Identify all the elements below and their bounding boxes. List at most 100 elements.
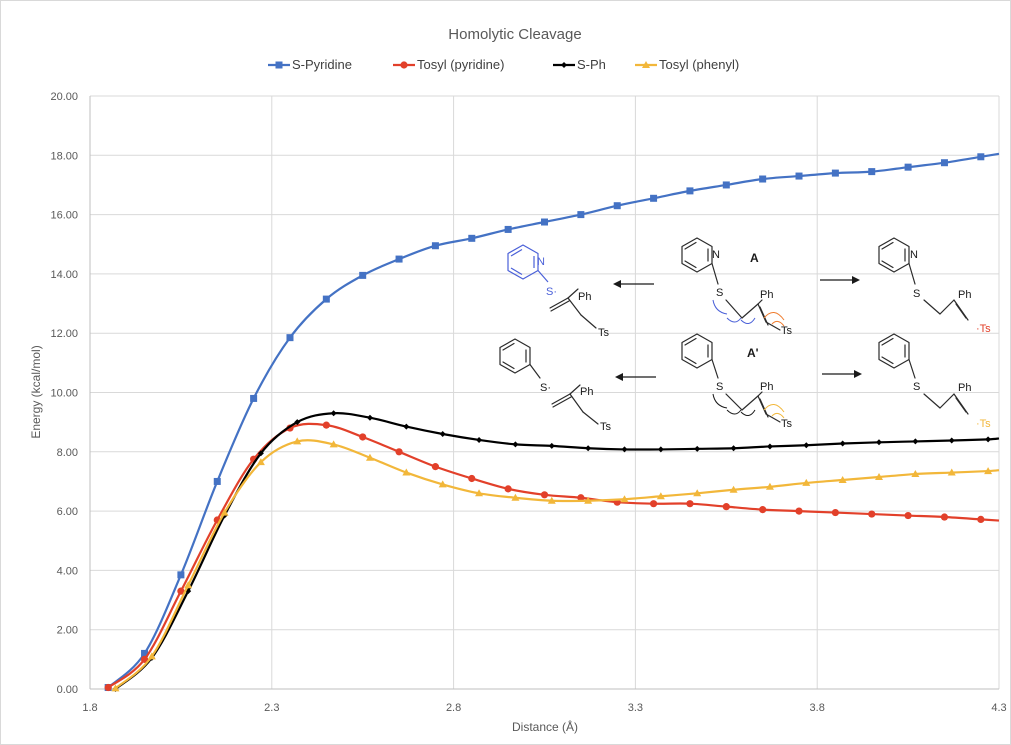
data-point bbox=[439, 431, 446, 438]
data-point bbox=[395, 448, 403, 456]
data-point bbox=[904, 511, 912, 520]
ph-label-2: Ph bbox=[580, 386, 593, 398]
y-tick-label: 14.00 bbox=[50, 269, 78, 281]
y-tick-label: 10.00 bbox=[50, 388, 78, 400]
data-point bbox=[585, 445, 592, 452]
data-point bbox=[621, 446, 628, 453]
allyl-pyridyl-sulfide: N S Ph ·Ts bbox=[878, 237, 991, 335]
data-point bbox=[948, 437, 955, 444]
data-point bbox=[177, 571, 185, 579]
data-point bbox=[438, 480, 447, 488]
data-point bbox=[984, 467, 993, 475]
phenylthiyl-radical: S· bbox=[499, 338, 551, 394]
data-point bbox=[947, 468, 956, 476]
y-tick-label: 0.00 bbox=[57, 684, 78, 696]
a-s-label: S bbox=[716, 287, 723, 299]
data-point bbox=[722, 503, 730, 511]
series-tosyl-pyridine bbox=[104, 421, 1000, 692]
data-point bbox=[431, 242, 439, 250]
data-point bbox=[577, 494, 585, 502]
x-tick-label: 1.8 bbox=[82, 702, 97, 714]
data-point bbox=[686, 500, 694, 508]
data-point bbox=[293, 437, 302, 445]
data-point bbox=[657, 446, 664, 453]
p2-ph-label: Ph bbox=[958, 382, 971, 394]
data-point bbox=[403, 423, 410, 430]
p2-ts-radical: ·Ts bbox=[976, 418, 991, 430]
data-point bbox=[111, 684, 120, 692]
data-point bbox=[730, 445, 737, 452]
data-point bbox=[256, 458, 265, 466]
arrow-left-1 bbox=[613, 280, 654, 288]
data-point bbox=[147, 652, 156, 660]
data-point bbox=[642, 61, 650, 68]
data-point bbox=[330, 410, 337, 417]
data-point bbox=[400, 61, 408, 69]
thiyl-radical-label-1: S· bbox=[546, 286, 557, 298]
data-point bbox=[322, 421, 330, 429]
ts-label-1: Ts bbox=[598, 327, 610, 339]
data-point bbox=[322, 295, 330, 303]
data-point bbox=[795, 507, 803, 515]
legend-entry: Tosyl (pyridine) bbox=[393, 57, 504, 72]
legend-label: S-Ph bbox=[577, 57, 606, 72]
alkene-2: Ph Ts bbox=[551, 384, 612, 433]
thiyl-radical-label-2: S· bbox=[540, 382, 551, 394]
alkene-1: Ph Ts bbox=[549, 288, 610, 339]
data-point bbox=[693, 489, 702, 497]
data-point bbox=[838, 475, 847, 483]
data-point bbox=[912, 438, 919, 445]
data-point bbox=[431, 463, 440, 471]
label-a-prime: A' bbox=[747, 346, 759, 360]
data-point bbox=[759, 175, 767, 183]
data-point bbox=[184, 581, 193, 589]
y-tick-label: 18.00 bbox=[50, 150, 78, 162]
data-point bbox=[468, 474, 476, 483]
p1-n-label: N bbox=[910, 249, 918, 261]
data-point bbox=[547, 496, 556, 504]
data-point bbox=[548, 442, 555, 449]
ph-label-1: Ph bbox=[578, 291, 591, 303]
data-point bbox=[140, 655, 149, 663]
data-point bbox=[911, 470, 920, 478]
legend-label: S-Pyridine bbox=[292, 57, 352, 72]
data-point bbox=[977, 515, 985, 524]
data-point bbox=[795, 172, 803, 180]
data-point bbox=[359, 271, 367, 279]
y-tick-label: 16.00 bbox=[50, 210, 78, 222]
data-point bbox=[213, 477, 221, 485]
x-tick-label: 2.3 bbox=[264, 702, 279, 714]
data-point bbox=[729, 485, 738, 493]
data-point bbox=[395, 255, 403, 263]
arrow-right-1 bbox=[820, 276, 860, 284]
data-point bbox=[613, 202, 621, 210]
y-tick-label: 6.00 bbox=[57, 506, 78, 518]
data-point bbox=[468, 234, 476, 242]
legend-entry: S-Ph bbox=[553, 57, 606, 72]
data-point bbox=[541, 218, 548, 226]
data-point bbox=[286, 334, 294, 342]
y-axis-ticks: 0.00 2.00 4.00 6.00 8.00 10.00 12.00 14.00 16.00… bbox=[50, 91, 78, 696]
data-point bbox=[686, 187, 694, 195]
data-point bbox=[904, 163, 912, 171]
x-tick-label: 2.8 bbox=[446, 702, 461, 714]
data-point bbox=[649, 500, 658, 508]
data-point bbox=[722, 181, 730, 189]
data-point bbox=[765, 482, 774, 490]
ts-label-2: Ts bbox=[600, 421, 612, 433]
data-point bbox=[940, 159, 948, 167]
a-n-label: N bbox=[712, 249, 720, 261]
ap-s-label: S bbox=[716, 381, 723, 393]
legend-label: Tosyl (pyridine) bbox=[417, 57, 504, 72]
data-point bbox=[839, 440, 846, 447]
x-tick-label: 3.8 bbox=[810, 702, 825, 714]
data-point bbox=[584, 496, 593, 504]
compound-a-prime: S Ph Ts A' bbox=[681, 333, 793, 430]
data-point bbox=[275, 61, 283, 69]
p1-ts-radical: ·Ts bbox=[976, 323, 991, 335]
data-point bbox=[220, 508, 229, 516]
y-tick-label: 12.00 bbox=[50, 328, 78, 340]
legend-entry: S-Pyridine bbox=[268, 57, 352, 72]
